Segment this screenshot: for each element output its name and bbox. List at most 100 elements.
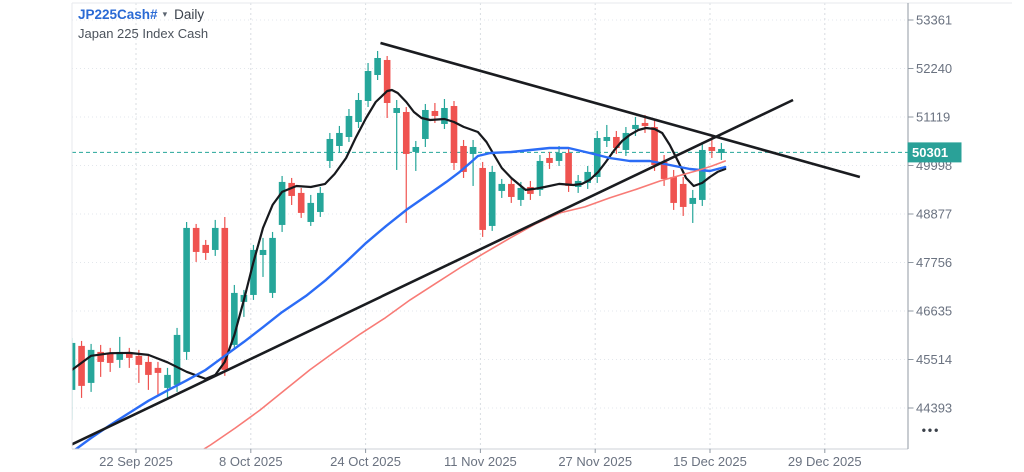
candle-body	[632, 124, 639, 129]
candle	[202, 239, 209, 260]
candle	[106, 347, 114, 372]
chart-header: JP225Cash# ▾ Daily Japan 225 Index Cash	[78, 5, 208, 42]
grid	[72, 3, 908, 449]
candle-body	[508, 183, 515, 197]
candle	[126, 347, 133, 368]
price-tick-label: 52240	[916, 61, 952, 76]
candle	[97, 344, 104, 377]
candle	[393, 99, 400, 170]
candle-body	[422, 109, 429, 139]
candle	[355, 92, 362, 128]
candle	[708, 136, 716, 158]
candle	[192, 223, 200, 262]
candle	[488, 165, 496, 231]
timeframe-button[interactable]: Daily	[174, 6, 205, 22]
candle	[278, 175, 286, 232]
candle	[479, 161, 486, 237]
candle	[211, 219, 219, 256]
trendline-descending	[380, 41, 861, 179]
candle	[412, 140, 420, 171]
candle-body	[689, 197, 697, 204]
time-tick-label: 22 Sep 2025	[99, 454, 173, 469]
candle	[546, 151, 553, 169]
candle	[622, 126, 630, 156]
candle	[259, 237, 267, 277]
candle-body	[355, 99, 362, 122]
candle-body	[126, 353, 133, 358]
candle	[374, 50, 381, 81]
candle-body	[660, 161, 668, 179]
candle-body	[87, 349, 95, 383]
candle-body	[145, 361, 152, 375]
candle-body	[374, 57, 381, 75]
price-tick-label: 48877	[916, 207, 952, 222]
candle-body	[603, 136, 611, 141]
candle	[288, 177, 295, 206]
candle-body	[393, 108, 400, 113]
candle	[536, 154, 544, 196]
candle-body	[135, 355, 143, 365]
price-tick-label: 45514	[916, 352, 952, 367]
candle-body	[297, 192, 305, 213]
candle-body	[154, 367, 162, 373]
time-axis[interactable]: 22 Sep 2025 8 Oct 2025 24 Oct 2025 11 Nov 2…	[99, 449, 862, 469]
time-tick-label: 8 Oct 2025	[219, 454, 283, 469]
candles-series	[72, 50, 725, 420]
chart-canvas[interactable]	[66, 41, 908, 461]
candle-body	[613, 136, 620, 148]
candle	[383, 55, 391, 118]
candle	[460, 139, 467, 178]
current-price-tag-value: 50301	[912, 145, 948, 160]
symbol-button[interactable]: JP225Cash#	[78, 6, 158, 22]
candle-body	[317, 192, 324, 212]
candle	[87, 343, 95, 392]
candle	[326, 132, 334, 168]
candle	[679, 176, 687, 216]
candle-body	[78, 345, 85, 386]
candle-body	[383, 59, 391, 103]
price-tick-label: 47756	[916, 255, 952, 270]
candle	[145, 355, 152, 390]
candle-body	[412, 146, 420, 152]
candle	[164, 367, 171, 398]
ma-fast-line	[72, 88, 727, 380]
candle-body	[106, 352, 114, 363]
ma-mid-line	[74, 146, 727, 449]
candle-body	[269, 237, 276, 293]
candle-body	[278, 181, 286, 225]
time-tick-label: 11 Nov 2025	[444, 454, 517, 469]
time-tick-label: 15 Dec 2025	[673, 454, 747, 469]
candle	[469, 139, 477, 186]
more-options-button[interactable]: •••	[921, 423, 941, 437]
candle	[402, 107, 410, 223]
candle-body	[479, 167, 486, 230]
candle-body	[364, 71, 372, 101]
candle-body	[336, 132, 343, 146]
price-tick-label: 53361	[916, 13, 952, 28]
candle-body	[402, 111, 410, 154]
candle-body	[622, 132, 630, 150]
price-tick-label: 51119	[916, 110, 950, 125]
candle-body	[72, 342, 76, 390]
candle	[498, 178, 506, 198]
candle	[173, 327, 181, 392]
candle-body	[326, 138, 334, 161]
current-price-tag-bg	[907, 142, 962, 163]
candle	[508, 178, 515, 203]
time-tick-label: 27 Nov 2025	[558, 454, 632, 469]
candle-body	[431, 110, 439, 116]
candle-body	[488, 171, 496, 226]
candle	[345, 108, 353, 142]
price-axis[interactable]: 5336152240511194999848877477564663545514…	[907, 13, 962, 416]
ma-slow-line	[202, 160, 726, 449]
candle-body	[173, 334, 181, 385]
candle-body	[679, 183, 687, 207]
candle-body	[565, 152, 572, 186]
candle-body	[670, 176, 677, 203]
candle	[364, 63, 372, 108]
candle-body	[651, 126, 658, 165]
candle-body	[718, 148, 725, 153]
candle	[555, 145, 563, 166]
candle-body	[441, 108, 448, 124]
